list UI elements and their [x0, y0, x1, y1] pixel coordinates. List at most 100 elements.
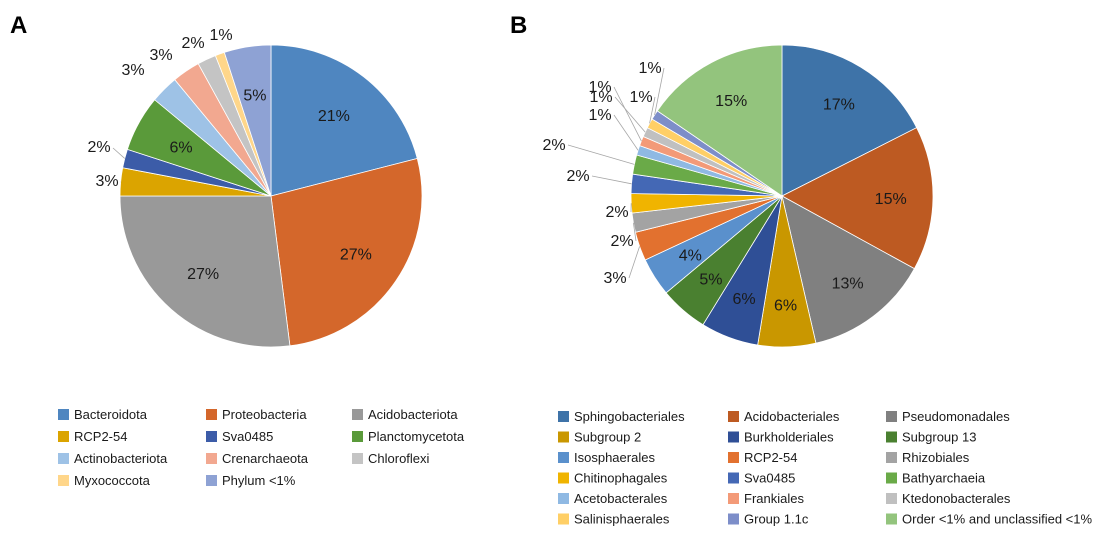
legend-b-label-sphingobacteriales: Sphingobacteriales: [574, 409, 685, 424]
pie-a-data-label-planctomycetota: 6%: [169, 140, 192, 157]
legend-a-label-myxococcota: Myxococcota: [74, 473, 151, 488]
legend-a-swatch-chloroflexi: [352, 453, 363, 464]
legend-b-label-order-1-and-unclassified-1: Order <1% and unclassified <1%: [902, 512, 1092, 527]
legend-a-swatch-phylum-1: [206, 475, 217, 486]
pie-chart-a: 21% 27% 27% 3% 2% 6% 3% 3% 2% 1% 5%: [87, 27, 423, 348]
legend-b-label-bathyarchaeia: Bathyarchaeia: [902, 471, 986, 486]
legend-b-swatch-pseudomonadales: [886, 411, 897, 422]
pie-a-data-label-crenarchaeota: 3%: [149, 47, 172, 64]
pie-b-slice-acidobacteriales: [781, 127, 934, 270]
legend-a-swatch-acidobacteriota: [352, 409, 363, 420]
legend-b-label-ktedonobacterales: Ktedonobacterales: [902, 491, 1011, 506]
pie-b-leader-line: [613, 86, 642, 142]
legend-b-swatch-subgroup-13: [886, 431, 897, 443]
legend-b-label-subgroup-13: Subgroup 13: [902, 430, 976, 445]
legend-a-swatch-bacteroidota: [58, 409, 69, 420]
pie-b-data-label-isosphaerales: 4%: [679, 247, 702, 264]
pie-b-data-label-bathyarchaeia: 2%: [542, 137, 565, 154]
pie-a-data-label-actinobacteriota: 3%: [121, 62, 144, 79]
legend-b-label-rhizobiales: Rhizobiales: [902, 450, 970, 465]
panel-a-label: A: [10, 12, 27, 39]
pie-b-data-label-salinisphaerales: 1%: [629, 89, 652, 106]
legend-a-swatch-actinobacteriota: [58, 453, 69, 464]
legend-a-swatch-proteobacteria: [206, 409, 217, 420]
legend-b-label-burkholderiales: Burkholderiales: [744, 430, 834, 445]
pie-b-leader-line: [633, 222, 637, 242]
pie-a-data-label-sva0485: 2%: [87, 139, 110, 156]
legend-a-label-planctomycetota: Planctomycetota: [368, 429, 465, 444]
pie-b-data-label-subgroup-13: 5%: [699, 271, 722, 288]
pie-b-data-label-sphingobacteriales: 17%: [823, 96, 855, 113]
pie-a-leader-line: [112, 147, 125, 159]
legend-a-label-sva0485: Sva0485: [222, 429, 273, 444]
legend-a-label-crenarchaeota: Crenarchaeota: [222, 451, 309, 466]
legend-b-label-acidobacteriales: Acidobacteriales: [744, 409, 840, 424]
pie-b-data-label-rhizobiales: 2%: [610, 233, 633, 250]
legend-a-label-bacteroidota: Bacteroidota: [74, 407, 148, 422]
legend-a-swatch-sva0485: [206, 431, 217, 442]
legend-a-swatch-rcp2-54: [58, 431, 69, 442]
pie-a-data-label-rcp2-54: 3%: [95, 173, 118, 190]
pie-b-data-label-acidobacteriales: 15%: [875, 191, 907, 208]
pie-b-slice-order-1-and-unclassified-1: [656, 44, 783, 197]
legend-b-label-pseudomonadales: Pseudomonadales: [902, 409, 1010, 424]
legend-b-swatch-ktedonobacterales: [886, 493, 897, 504]
pie-a-data-label-bacteroidota: 21%: [318, 108, 350, 125]
legend-b-label-acetobacterales: Acetobacterales: [574, 491, 668, 506]
pie-b-leader-line: [613, 114, 639, 151]
legend-b-label-isosphaerales: Isosphaerales: [574, 450, 655, 465]
pie-b-data-label-acetobacterales: 1%: [588, 107, 611, 124]
legend-b-swatch-isosphaerales: [558, 452, 569, 463]
legend-b-label-chitinophagales: Chitinophagales: [574, 471, 668, 486]
legend-b-label-group-1-1c: Group 1.1c: [744, 512, 809, 527]
pie-a-data-label-phylum-1: 5%: [243, 88, 266, 105]
pie-a-data-label-chloroflexi: 2%: [181, 35, 204, 52]
legend-b-swatch-burkholderiales: [728, 431, 739, 443]
pie-b-data-label-group-1-1c: 1%: [638, 60, 661, 77]
legend-b-label-rcp2-54: RCP2-54: [744, 450, 797, 465]
legend-a-label-actinobacteriota: Actinobacteriota: [74, 451, 168, 466]
legend-b-label-sva0485: Sva0485: [744, 471, 795, 486]
pie-chart-b: 17%15%13%6%6%5%4%3%2%2%2%2%1%1%1% 1%1%15%: [542, 44, 934, 348]
legend-a-label-phylum-1: Phylum <1%: [222, 473, 296, 488]
legend-b-swatch-frankiales: [728, 493, 739, 504]
legend-b-label-frankiales: Frankiales: [744, 491, 804, 506]
legend-b-swatch-group-1-1c: [728, 513, 739, 525]
legend-b-label-subgroup-2: Subgroup 2: [574, 430, 641, 445]
pie-a-slice-bacteroidota: [270, 44, 418, 197]
panel-b-label: B: [510, 12, 527, 39]
pie-b-data-label-subgroup-2: 6%: [774, 298, 797, 315]
pie-a-slice-phylum-1: [223, 44, 272, 197]
pie-a-slice-acidobacteriota: [119, 195, 291, 348]
pie-b-slice-sphingobacteriales: [781, 44, 918, 197]
legend-b-swatch-rhizobiales: [886, 452, 897, 463]
pie-b-leader-line: [628, 246, 640, 279]
pie-b-data-label-frankiales: 1%: [588, 79, 611, 96]
legend-a-label-chloroflexi: Chloroflexi: [368, 451, 430, 466]
pie-b-data-label-chitinophagales: 2%: [605, 204, 628, 221]
pie-a-data-label-acidobacteriota: 27%: [187, 266, 219, 283]
legend-a-swatch-myxococcota: [58, 475, 69, 486]
legend-b: Sphingobacteriales Acidobacteriales Pseudo…: [558, 409, 1092, 527]
pie-b-data-label-sva0485: 2%: [566, 168, 589, 185]
legend-b-swatch-rcp2-54: [728, 452, 739, 463]
legend-b-swatch-sva0485: [728, 472, 739, 484]
pie-b-data-label-rcp2-54: 3%: [603, 270, 626, 287]
legend-b-swatch-subgroup-2: [558, 431, 569, 443]
pie-a-slice-proteobacteria: [270, 157, 423, 347]
legend-a-label-proteobacteria: Proteobacteria: [222, 407, 307, 422]
legend-b-swatch-salinisphaerales: [558, 513, 569, 525]
legend-b-swatch-bathyarchaeia: [886, 472, 897, 484]
legend-a: Bacteroidota Proteobacteria Acidobacteriot…: [58, 407, 465, 488]
legend-b-swatch-chitinophagales: [558, 472, 569, 484]
legend-a-swatch-crenarchaeota: [206, 453, 217, 464]
legend-b-label-salinisphaerales: Salinisphaerales: [574, 512, 670, 527]
legend-b-swatch-order-1-and-unclassified-1: [886, 513, 897, 525]
legend-a-label-rcp2-54: RCP2-54: [74, 429, 127, 444]
pie-b-data-label-ktedonobacterales: 1%: [589, 89, 612, 106]
pie-b-data-label-pseudomonadales: 13%: [832, 276, 864, 293]
legend-a-label-acidobacteriota: Acidobacteriota: [368, 407, 458, 422]
pie-b-leader-line: [591, 175, 632, 185]
pie-b-slice-pseudomonadales: [781, 195, 915, 344]
